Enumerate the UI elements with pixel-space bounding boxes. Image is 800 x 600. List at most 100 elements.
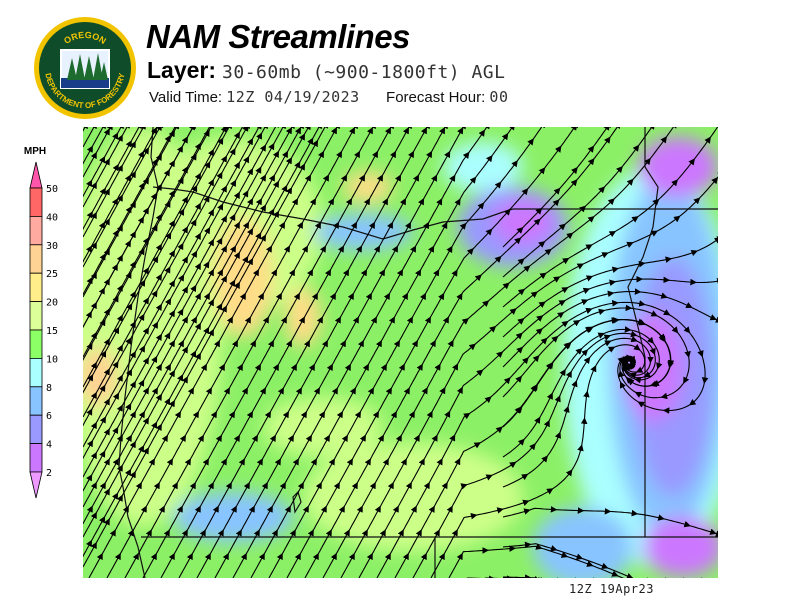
streamline-segment xyxy=(273,150,288,177)
streamline-segment xyxy=(303,127,311,136)
streamline-segment xyxy=(614,216,639,233)
streamline-segment xyxy=(357,292,372,319)
streamline-segment xyxy=(225,191,240,218)
streamline-segment xyxy=(441,127,449,130)
streamline-segment xyxy=(83,342,93,361)
streamline-segment xyxy=(401,245,417,271)
streamline-segment xyxy=(688,331,704,358)
streamline-segment xyxy=(541,311,565,330)
streamline-segment xyxy=(314,174,329,200)
streamline-segment xyxy=(83,151,97,178)
streamline-segment xyxy=(264,180,280,207)
streamline-segment xyxy=(241,339,256,366)
streamline-segment xyxy=(83,127,97,148)
streamline-segment xyxy=(272,184,288,211)
streamline-segment xyxy=(398,316,413,342)
streamline-segment xyxy=(451,483,468,508)
streamline-segment xyxy=(130,410,145,437)
streamline-segment xyxy=(199,178,214,205)
streamline-segment xyxy=(384,505,399,531)
streamline-segment xyxy=(117,368,132,395)
streamline-segment xyxy=(209,529,224,555)
streamline-segment xyxy=(434,316,449,342)
streamline-segment xyxy=(186,505,201,531)
streamline-segment xyxy=(609,509,639,517)
streamline-segment xyxy=(316,127,329,142)
streamline-segment xyxy=(228,363,243,389)
streamline-segment xyxy=(194,458,209,484)
streamline-segment xyxy=(163,481,178,508)
streamline-segment xyxy=(346,410,361,437)
streamline-segment xyxy=(351,434,366,460)
streamline-segment xyxy=(195,195,210,221)
streamline-segment xyxy=(83,421,97,448)
streamline-segment xyxy=(480,255,502,276)
legend-tick-label: 2 xyxy=(46,468,52,479)
streamline-segment xyxy=(405,434,420,460)
streamline-segment xyxy=(83,241,97,268)
streamline-segment xyxy=(551,469,573,490)
streamline-segment xyxy=(665,127,678,138)
streamline-segment xyxy=(541,300,566,317)
streamline-segment xyxy=(160,309,175,336)
streamline-segment xyxy=(344,316,359,342)
streamline-segment xyxy=(103,426,119,453)
streamline-segment xyxy=(169,274,185,300)
streamline-segment xyxy=(575,158,595,181)
streamline-segment xyxy=(310,410,325,437)
streamline-segment xyxy=(238,227,254,254)
streamline-segment xyxy=(195,129,210,156)
streamline-segment xyxy=(104,295,119,321)
streamline-segment xyxy=(91,350,107,376)
streamline-segment xyxy=(129,379,145,405)
streamline-segment xyxy=(543,223,566,243)
valid-time-value: 12Z 04/19/2023 xyxy=(226,88,360,106)
streamline-segment xyxy=(430,127,446,153)
streamline-segment xyxy=(701,355,709,385)
streamline-segment xyxy=(543,145,562,169)
streamline-segment xyxy=(340,127,355,153)
streamline-segment xyxy=(155,397,171,424)
streamline-segment xyxy=(395,387,410,413)
streamline-segment xyxy=(225,434,240,460)
streamline-segment xyxy=(472,228,493,250)
streamline-segment xyxy=(227,529,242,555)
streamline-segment xyxy=(204,505,219,531)
streamline-segment xyxy=(325,481,340,508)
streamline-segment xyxy=(95,128,110,154)
streamline-segment xyxy=(248,458,263,484)
streamline-segment xyxy=(632,157,651,181)
streamline-segment xyxy=(305,387,320,413)
streamline-segment xyxy=(212,458,227,484)
streamline-segment xyxy=(221,245,237,271)
streamline-segment xyxy=(356,458,371,484)
streamline-segment xyxy=(328,410,343,437)
streamline-segment xyxy=(609,330,638,338)
streamline-segment xyxy=(474,325,497,346)
streamline-segment xyxy=(277,339,292,366)
streamline-segment xyxy=(433,481,448,508)
streamline-segment xyxy=(294,505,309,531)
streamline-segment xyxy=(290,163,305,189)
streamline-segment xyxy=(234,221,250,248)
streamline-segment xyxy=(147,423,162,449)
streamline-segment xyxy=(225,131,240,158)
streamline-segment xyxy=(454,151,470,177)
streamline-segment xyxy=(339,292,354,319)
valid-time-info: Valid Time: 12Z 04/19/2023 Forecast Hour… xyxy=(149,88,508,106)
streamline-segment xyxy=(411,292,426,319)
streamline-segment xyxy=(426,363,441,389)
streamline-segment xyxy=(564,205,587,226)
streamline-segment xyxy=(586,365,597,393)
streamline-segment xyxy=(264,150,280,177)
streamline-segment xyxy=(324,221,340,248)
streamline-segment xyxy=(124,552,139,578)
streamline-segment xyxy=(299,529,314,555)
streamline-segment xyxy=(461,274,482,295)
streamline-segment xyxy=(286,552,301,578)
streamline-segment xyxy=(373,198,388,224)
streamline-segment xyxy=(147,153,162,179)
streamline-segment xyxy=(147,183,162,209)
streamline-segment xyxy=(156,200,171,227)
streamline-segment xyxy=(609,335,638,343)
